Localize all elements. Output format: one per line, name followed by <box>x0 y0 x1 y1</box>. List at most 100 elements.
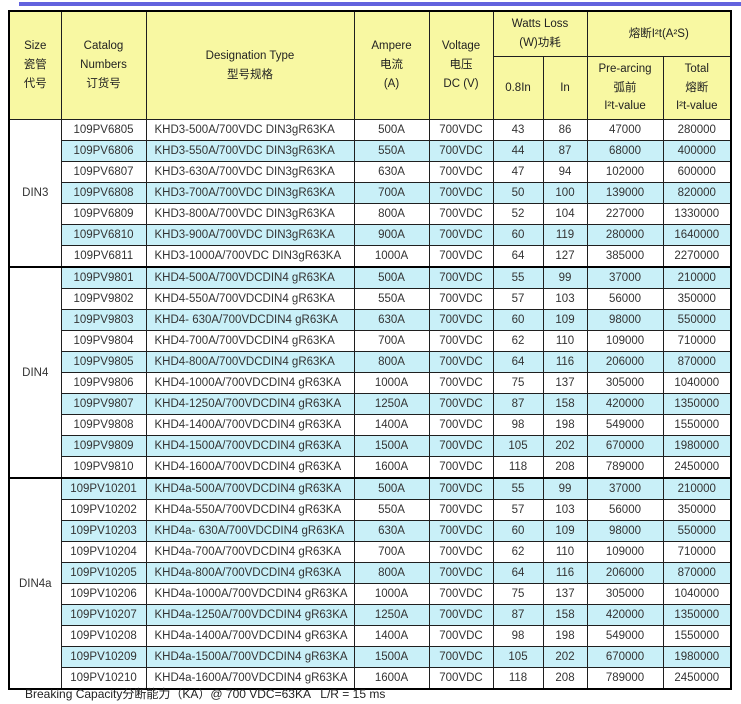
watts-loss-08in-cell: 118 <box>492 667 544 690</box>
table-row: 109PV10207 KHD4a-1250A/700VDCDIN4 gR63KA 1… <box>9 604 732 626</box>
prearcing-i2t-cell: 549000 <box>586 625 664 647</box>
voltage-cell: 700VDC <box>428 520 494 542</box>
catalog-number-cell: 109PV6811 <box>60 245 147 268</box>
ampere-cell: 1250A <box>353 393 430 415</box>
voltage-cell: 700VDC <box>428 477 494 500</box>
ampere-cell: 900A <box>353 224 430 246</box>
prearcing-i2t-cell: 139000 <box>586 182 664 204</box>
catalog-number-cell: 109PV10209 <box>60 646 147 668</box>
voltage-cell: 700VDC <box>428 646 494 668</box>
catalog-number-cell: 109PV10207 <box>60 604 147 626</box>
prearcing-i2t-cell: 385000 <box>586 245 664 268</box>
watts-loss-in-cell: 119 <box>542 224 588 246</box>
ampere-cell: 500A <box>353 119 430 141</box>
watts-loss-in-cell: 116 <box>542 351 588 373</box>
total-i2t-cell: 280000 <box>662 119 732 141</box>
watts-loss-08in-cell: 60 <box>492 309 544 331</box>
header-prearcing: Pre-arcing 弧前 I²t-value <box>586 56 664 120</box>
ampere-cell: 1500A <box>353 646 430 668</box>
designation-cell: KHD4a-1600A/700VDCDIN4 gR63KA <box>145 667 355 690</box>
table-row: 109PV9807 KHD4-1250A/700VDCDIN4 gR63KA 125… <box>9 393 732 415</box>
table-row: 109PV10208 KHD4a-1400A/700VDCDIN4 gR63KA 1… <box>9 625 732 647</box>
watts-loss-in-cell: 198 <box>542 414 588 436</box>
voltage-cell: 700VDC <box>428 330 494 352</box>
table-row: 109PV9806 KHD4-1000A/700VDCDIN4 gR63KA 100… <box>9 372 732 394</box>
prearcing-i2t-cell: 206000 <box>586 562 664 584</box>
designation-cell: KHD4-550A/700VDCDIN4 gR63KA <box>145 288 355 310</box>
header-watts-in: In <box>542 56 588 120</box>
watts-loss-08in-cell: 47 <box>492 161 544 183</box>
designation-cell: KHD3-550A/700VDC DIN3gR63KA <box>145 140 355 162</box>
designation-cell: KHD4a- 630A/700VDCDIN4 gR63KA <box>145 520 355 542</box>
ampere-cell: 1000A <box>353 583 430 605</box>
catalog-number-cell: 109PV10206 <box>60 583 147 605</box>
prearcing-i2t-cell: 227000 <box>586 203 664 225</box>
catalog-number-cell: 109PV10205 <box>60 562 147 584</box>
table-row: 109PV6809 KHD3-800A/700VDC DIN3gR63KA 800A… <box>9 203 732 225</box>
table-row: 109PV10203 KHD4a- 630A/700VDCDIN4 gR63KA 6… <box>9 520 732 542</box>
designation-cell: KHD4a-1500A/700VDCDIN4 gR63KA <box>145 646 355 668</box>
voltage-cell: 700VDC <box>428 309 494 331</box>
voltage-cell: 700VDC <box>428 266 494 289</box>
catalog-number-cell: 109PV10202 <box>60 499 147 521</box>
catalog-number-cell: 109PV9808 <box>60 414 147 436</box>
watts-loss-in-cell: 208 <box>542 456 588 479</box>
total-i2t-cell: 1040000 <box>662 372 732 394</box>
watts-loss-in-cell: 100 <box>542 182 588 204</box>
ampere-cell: 1400A <box>353 414 430 436</box>
ampere-cell: 1000A <box>353 372 430 394</box>
watts-loss-in-cell: 137 <box>542 372 588 394</box>
total-i2t-cell: 1330000 <box>662 203 732 225</box>
voltage-cell: 700VDC <box>428 245 494 268</box>
catalog-number-cell: 109PV10201 <box>60 477 147 500</box>
prearcing-i2t-cell: 68000 <box>586 140 664 162</box>
designation-cell: KHD4a-700A/700VDCDIN4 gR63KA <box>145 541 355 563</box>
ampere-cell: 700A <box>353 182 430 204</box>
designation-cell: KHD4a-550A/700VDCDIN4 gR63KA <box>145 499 355 521</box>
total-i2t-cell: 350000 <box>662 499 732 521</box>
table-row: DIN4a 109PV10201 KHD4a-500A/700VDCDIN4 gR6… <box>8 477 732 690</box>
total-i2t-cell: 1550000 <box>662 414 732 436</box>
watts-loss-08in-cell: 57 <box>492 288 544 310</box>
total-i2t-cell: 210000 <box>662 477 732 500</box>
prearcing-i2t-cell: 56000 <box>586 288 664 310</box>
voltage-cell: 700VDC <box>428 140 494 162</box>
voltage-cell: 700VDC <box>428 667 494 690</box>
total-i2t-cell: 1350000 <box>662 393 732 415</box>
watts-loss-in-cell: 103 <box>542 288 588 310</box>
watts-loss-in-cell: 202 <box>542 646 588 668</box>
table-row: 109PV10204 KHD4a-700A/700VDCDIN4 gR63KA 70… <box>9 541 732 563</box>
header-row-sub: 0.8In In Pre-arcing 弧前 I²t-value Total 熔… <box>9 56 732 120</box>
total-i2t-cell: 820000 <box>662 182 732 204</box>
prearcing-i2t-cell: 280000 <box>586 224 664 246</box>
designation-cell: KHD3-700A/700VDC DIN3gR63KA <box>145 182 355 204</box>
catalog-number-cell: 109PV10208 <box>60 625 147 647</box>
size-group-cell: DIN3 <box>8 119 62 268</box>
prearcing-i2t-cell: 206000 <box>586 351 664 373</box>
watts-loss-in-cell: 109 <box>542 309 588 331</box>
header-total: Total 熔断 I²t-value <box>662 56 732 120</box>
table-header: Size 瓷管 代号 Catalog Numbers 订货号 Designati… <box>8 10 732 120</box>
designation-cell: KHD4a-1000A/700VDCDIN4 gR63KA <box>145 583 355 605</box>
watts-loss-in-cell: 99 <box>542 266 588 289</box>
watts-loss-08in-cell: 57 <box>492 499 544 521</box>
total-i2t-cell: 2450000 <box>662 667 732 690</box>
ampere-cell: 700A <box>353 541 430 563</box>
watts-loss-08in-cell: 98 <box>492 625 544 647</box>
catalog-number-cell: 109PV9805 <box>60 351 147 373</box>
voltage-cell: 700VDC <box>428 414 494 436</box>
voltage-cell: 700VDC <box>428 435 494 457</box>
designation-cell: KHD4a-1250A/700VDCDIN4 gR63KA <box>145 604 355 626</box>
table-row: 109PV6808 KHD3-700A/700VDC DIN3gR63KA 700A… <box>9 182 732 204</box>
total-i2t-cell: 710000 <box>662 330 732 352</box>
watts-loss-08in-cell: 50 <box>492 182 544 204</box>
watts-loss-in-cell: 116 <box>542 562 588 584</box>
watts-loss-in-cell: 137 <box>542 583 588 605</box>
watts-loss-08in-cell: 64 <box>492 562 544 584</box>
prearcing-i2t-cell: 56000 <box>586 499 664 521</box>
table-row: 109PV9803 KHD4- 630A/700VDCDIN4 gR63KA 630… <box>9 309 732 331</box>
ampere-cell: 500A <box>353 266 430 289</box>
catalog-number-cell: 109PV9806 <box>60 372 147 394</box>
designation-cell: KHD3-800A/700VDC DIN3gR63KA <box>145 203 355 225</box>
voltage-cell: 700VDC <box>428 456 494 479</box>
